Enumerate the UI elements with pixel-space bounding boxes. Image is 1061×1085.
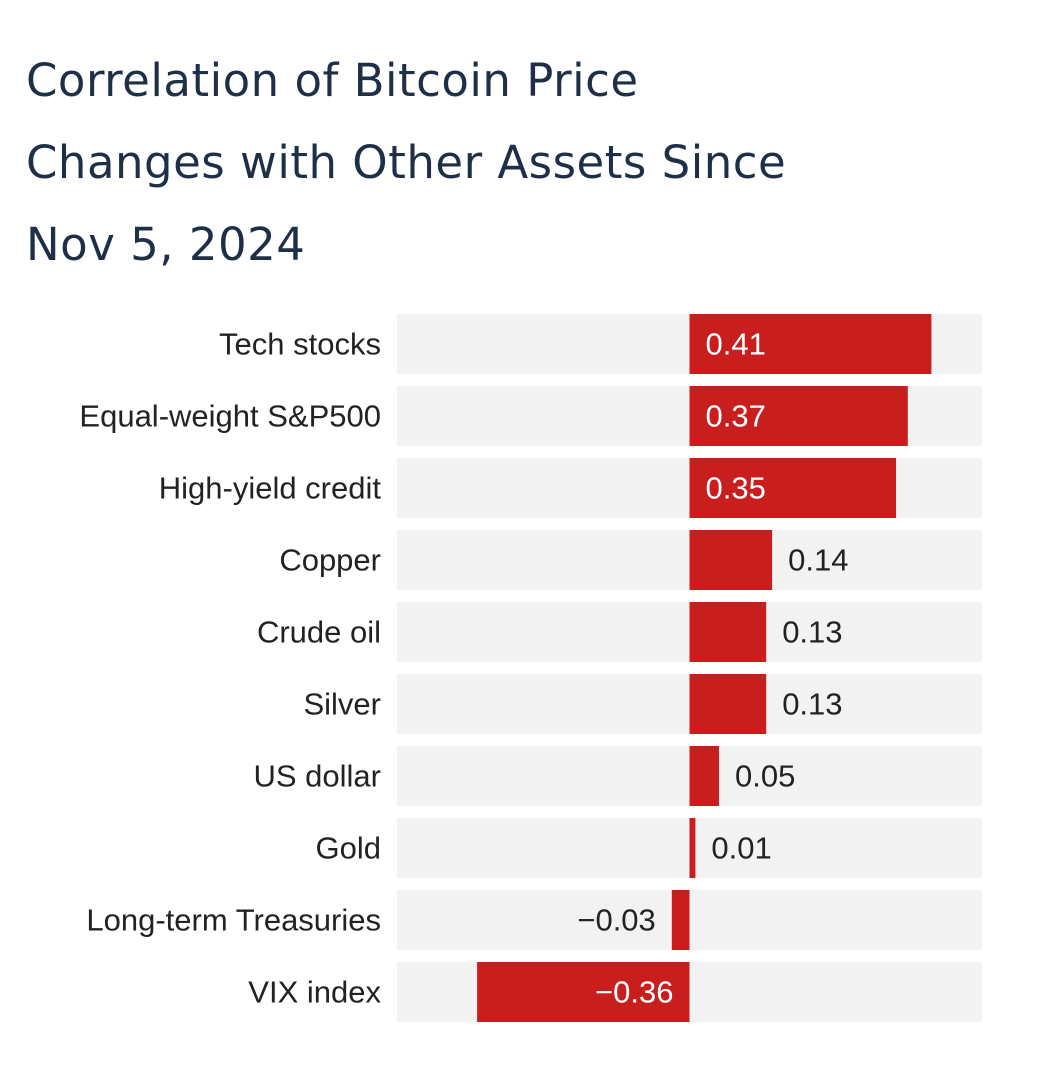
- chart-title-line: Correlation of Bitcoin Price: [26, 54, 639, 107]
- chart-title: Correlation of Bitcoin Price Changes wit…: [26, 40, 986, 286]
- value-label: 0.37: [706, 399, 766, 434]
- category-label: Tech stocks: [219, 327, 381, 362]
- bar: [671, 890, 690, 950]
- category-label: Copper: [279, 543, 381, 578]
- bar: [689, 314, 932, 374]
- bar: [689, 386, 908, 446]
- value-label: 0.35: [706, 471, 766, 506]
- bar: [689, 530, 773, 590]
- value-label: 0.13: [782, 615, 842, 650]
- value-label: 0.01: [711, 831, 771, 866]
- category-label: Silver: [303, 687, 381, 722]
- bar: [477, 962, 690, 1022]
- bar-chart: Tech stocks 0.41 Equal-weight S&P500 0.37 Hi…: [79, 314, 982, 1022]
- bar: [689, 746, 719, 806]
- category-label: VIX index: [248, 975, 381, 1010]
- bar: [689, 818, 696, 878]
- value-label: 0.14: [788, 543, 848, 578]
- category-label: Equal-weight S&P500: [79, 399, 381, 434]
- category-label: High-yield credit: [159, 471, 382, 506]
- value-label: −0.03: [577, 903, 655, 938]
- bar: [689, 458, 896, 518]
- value-label: 0.41: [706, 327, 766, 362]
- category-label: US dollar: [254, 759, 382, 794]
- chart-title-line: Changes with Other Assets Since: [26, 136, 787, 189]
- chart-title-line: Nov 5, 2024: [26, 218, 306, 271]
- value-label: −0.36: [595, 975, 673, 1010]
- category-label: Long-term Treasuries: [86, 903, 381, 938]
- value-label: 0.05: [735, 759, 795, 794]
- bar: [689, 602, 767, 662]
- category-label: Gold: [316, 831, 381, 866]
- value-label: 0.13: [782, 687, 842, 722]
- category-label: Crude oil: [257, 615, 381, 650]
- bar: [689, 674, 767, 734]
